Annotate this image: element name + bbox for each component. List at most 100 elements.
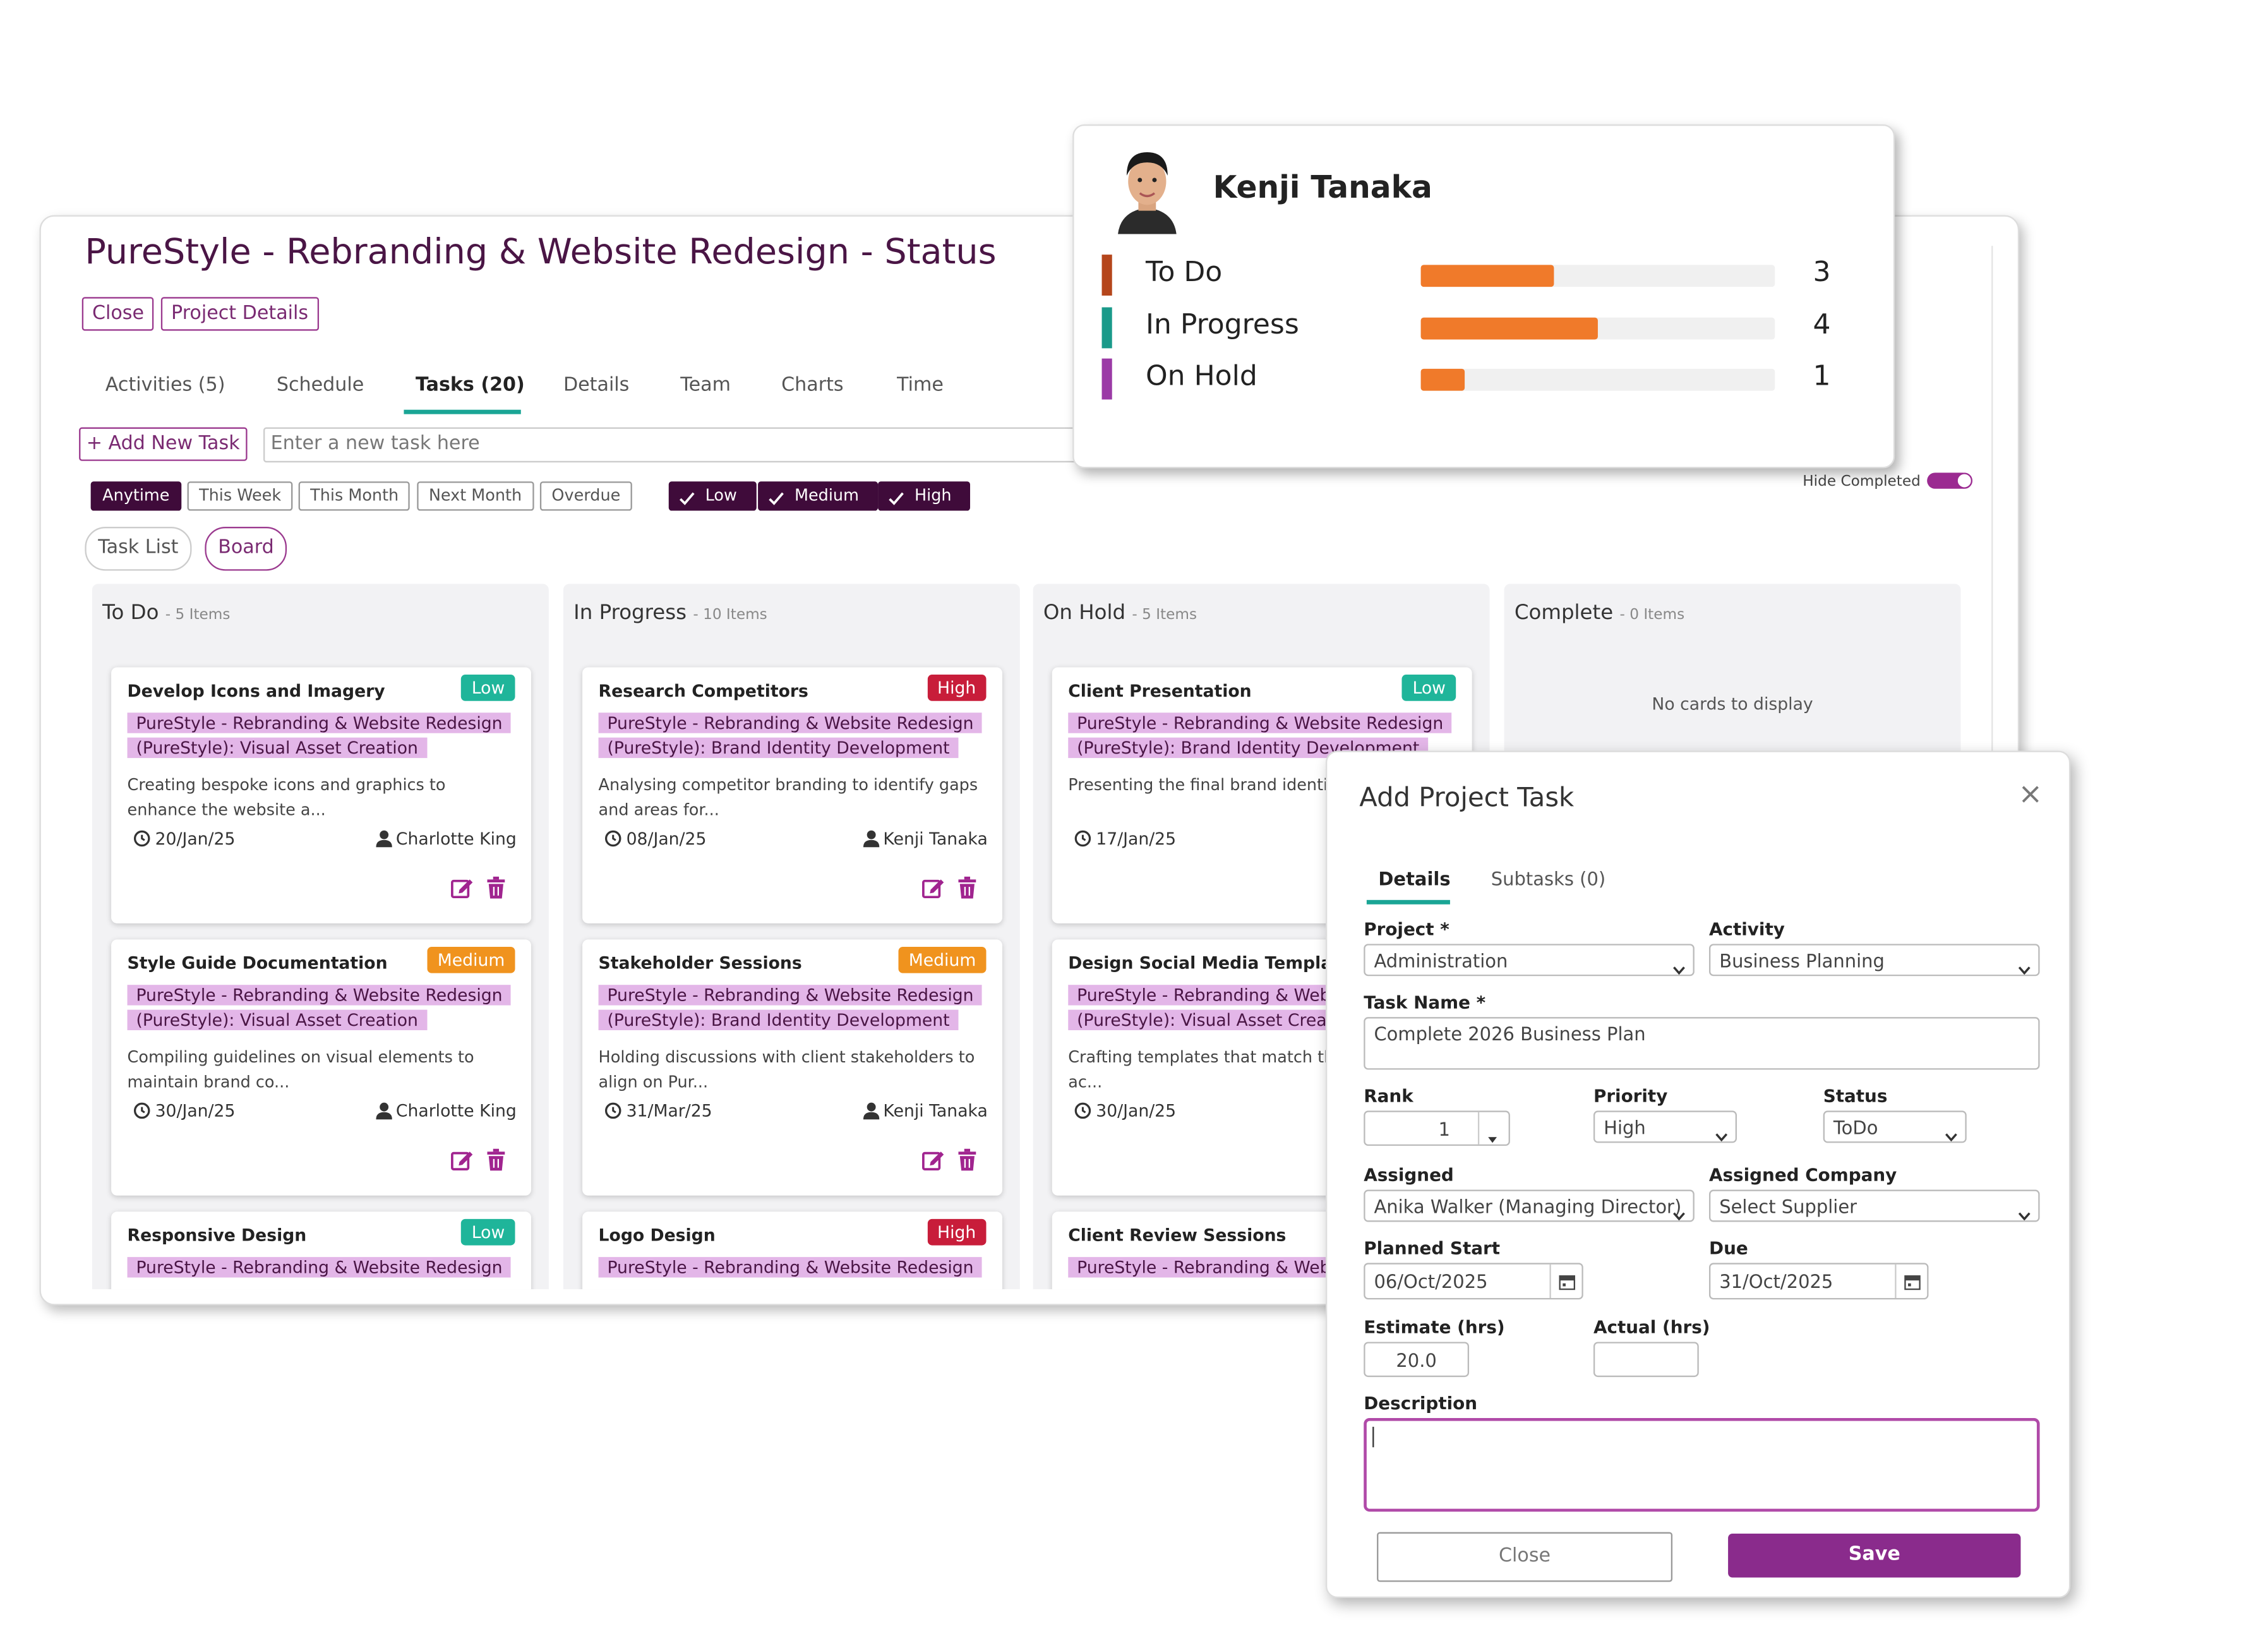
delete-icon[interactable]	[957, 876, 977, 905]
edit-icon[interactable]	[922, 1149, 945, 1177]
delete-icon[interactable]	[486, 1148, 506, 1177]
card-title: Stakeholder Sessions	[598, 953, 802, 973]
dropdown-arrow	[2018, 957, 2031, 975]
column-name: On Hold	[1043, 601, 1126, 625]
date-divider	[1549, 1264, 1551, 1298]
modal-button[interactable]: Close	[1377, 1532, 1673, 1582]
tab[interactable]: Schedule	[276, 375, 364, 397]
edit-icon[interactable]	[451, 877, 474, 905]
card-description: Compiling guidelines on visual elements …	[127, 1047, 474, 1092]
add-task-button[interactable]: + Add New Task	[79, 427, 248, 461]
field-label: Due	[1708, 1237, 1748, 1259]
person-icon	[375, 1102, 392, 1120]
card-assignee: Charlotte King	[375, 1100, 517, 1121]
spin-down[interactable]	[1488, 1126, 1497, 1145]
field-input[interactable]: 31/Oct/2025	[1708, 1263, 1929, 1300]
field-input[interactable]: Business Planning	[1708, 944, 2040, 977]
person-icon	[862, 830, 879, 848]
task-card[interactable]: Style Guide Documentation Medium PureStyle…	[111, 939, 531, 1196]
modal-tab[interactable]: Details	[1378, 867, 1451, 890]
calendar-icon-svg	[1559, 1275, 1576, 1290]
field-input[interactable]: Select Supplier	[1708, 1189, 2040, 1222]
text-cursor	[1372, 1426, 1374, 1448]
board-column: To Do - 5 Items Develop Icons and Imagery…	[92, 584, 549, 1290]
project-text: PureStyle - Rebranding & Website Redesig…	[127, 712, 512, 759]
date-divider	[1895, 1264, 1897, 1298]
clock-icon	[133, 830, 150, 847]
status-count: 4	[1813, 308, 1831, 341]
tab[interactable]: Details	[563, 375, 630, 397]
assignee-text: Charlotte King	[395, 1100, 517, 1121]
tab[interactable]: Time	[897, 375, 944, 397]
modal-button[interactable]: Save	[1728, 1533, 2021, 1578]
edit-icon[interactable]	[922, 877, 945, 905]
filter-label: Medium	[795, 486, 859, 505]
priority-filter[interactable]: Low	[668, 481, 757, 511]
header-button[interactable]: Close	[81, 297, 155, 331]
calendar-icon[interactable]	[1904, 1273, 1921, 1295]
date-filter[interactable]: This Month	[298, 481, 411, 511]
card-description: Analysing competitor branding to identif…	[598, 775, 978, 820]
field-input[interactable]: Administration	[1364, 944, 1695, 977]
empty-message: No cards to display	[1652, 694, 1813, 714]
delete-icon[interactable]	[957, 1148, 977, 1177]
field-label: Status	[1823, 1086, 1888, 1107]
column-count: - 0 Items	[1619, 607, 1685, 623]
column-name: In Progress	[573, 601, 687, 625]
view-button[interactable]: Task List	[85, 527, 192, 571]
field-input[interactable]	[1364, 1417, 2040, 1512]
dropdown-arrow	[1715, 1124, 1728, 1142]
column-header: On Hold - 5 Items	[1043, 601, 1197, 625]
task-card[interactable]: Develop Icons and Imagery Low PureStyle - …	[111, 667, 531, 923]
date-filter[interactable]: This Week	[187, 481, 293, 511]
date-text: 17/Jan/25	[1096, 828, 1177, 849]
modal-tab[interactable]: Subtasks (0)	[1491, 867, 1606, 890]
check-icon-svg	[889, 492, 904, 505]
filter-label: High	[914, 486, 952, 505]
calendar-icon[interactable]	[1558, 1273, 1576, 1295]
task-card[interactable]: Responsive Design Low PureStyle - Rebrandi…	[111, 1211, 531, 1290]
card-date: 31/Mar/25	[604, 1100, 712, 1121]
view-button[interactable]: Board	[205, 527, 287, 571]
edit-icon-svg	[451, 879, 473, 899]
delete-icon[interactable]	[486, 876, 506, 905]
tab[interactable]: Activities (5)	[105, 375, 225, 397]
field-input[interactable]: ToDo	[1823, 1110, 1967, 1143]
card-project: PureStyle - Rebranding & Website Redesig…	[598, 711, 987, 761]
field-value: 06/Oct/2025	[1374, 1270, 1488, 1292]
column-header: Complete - 0 Items	[1515, 601, 1684, 625]
field-input[interactable]: Anika Walker (Managing Director)	[1364, 1189, 1695, 1222]
delete-icon-svg	[487, 876, 505, 899]
modal-close-icon[interactable]: ×	[2018, 775, 2043, 811]
delete-icon-svg	[487, 1148, 505, 1171]
edit-icon[interactable]	[451, 1149, 474, 1177]
tab[interactable]: Charts	[781, 375, 844, 397]
field-input[interactable]: 06/Oct/2025	[1364, 1263, 1583, 1300]
card-date: 08/Jan/25	[604, 828, 707, 849]
task-card[interactable]: Logo Design High PureStyle - Rebranding & …	[582, 1211, 1002, 1290]
header-button[interactable]: Project Details	[160, 297, 319, 331]
card-project: PureStyle - Rebranding & Website Redesig…	[127, 983, 515, 1033]
date-filter[interactable]: Overdue	[539, 481, 632, 511]
date-filter[interactable]: Anytime	[90, 481, 181, 511]
field-input[interactable]: 20.0	[1364, 1342, 1470, 1378]
project-text: PureStyle - Rebranding & Website Redesig…	[127, 985, 512, 1031]
priority-filter[interactable]: Medium	[758, 481, 879, 511]
assignee-text: Kenji Tanaka	[883, 1100, 988, 1121]
task-input[interactable]: Enter a new task here	[263, 427, 1098, 463]
date-text: 08/Jan/25	[626, 828, 707, 849]
dropdown-arrow-svg	[1673, 966, 1685, 975]
tab[interactable]: Tasks (20)	[415, 375, 525, 397]
date-filter[interactable]: Next Month	[417, 481, 534, 511]
task-card[interactable]: Stakeholder Sessions Medium PureStyle - Re…	[582, 939, 1002, 1196]
field-input[interactable]: 1	[1364, 1110, 1510, 1146]
priority-filter[interactable]: High	[878, 481, 971, 511]
field-input[interactable]: High	[1593, 1110, 1737, 1143]
field-input[interactable]: Complete 2026 Business Plan	[1364, 1017, 2040, 1070]
field-label: Priority	[1593, 1086, 1668, 1107]
field-input[interactable]	[1593, 1342, 1699, 1378]
tab[interactable]: Team	[680, 375, 731, 397]
check-icon	[768, 489, 784, 515]
task-card[interactable]: Research Competitors High PureStyle - Rebr…	[582, 667, 1002, 923]
